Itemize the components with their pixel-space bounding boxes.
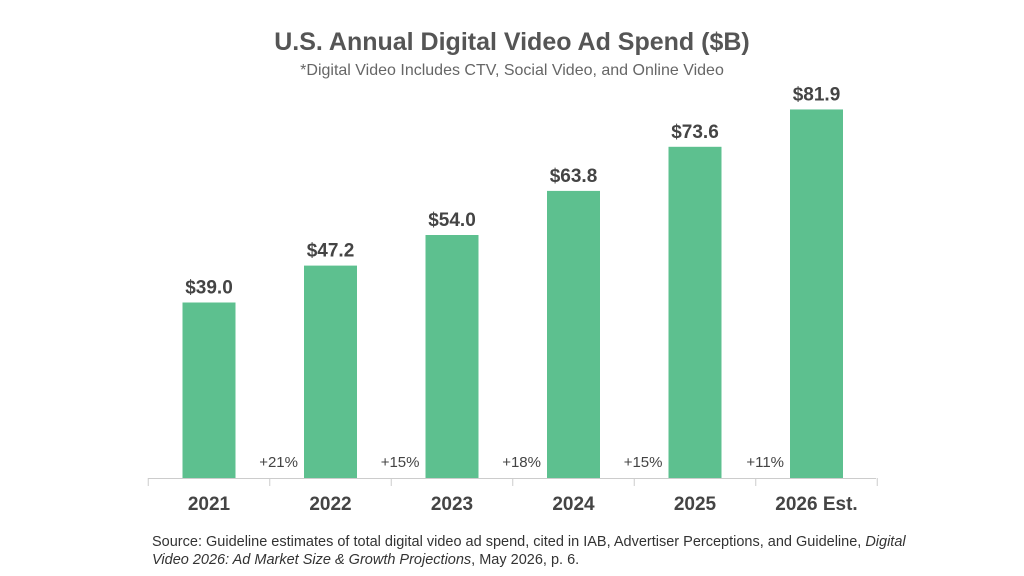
- category-label: 2026 Est.: [775, 494, 857, 515]
- growth-label: +21%: [259, 454, 298, 471]
- category-label: 2022: [309, 494, 351, 515]
- category-label: 2021: [188, 494, 231, 515]
- growth-label: +11%: [746, 454, 784, 471]
- value-label: $54.0: [428, 210, 476, 231]
- bar-2021: [182, 302, 236, 478]
- source-suffix: , May 2026, p. 6.: [471, 552, 580, 568]
- bar-2024: [547, 190, 600, 478]
- growth-label: +15%: [381, 454, 420, 471]
- value-label: $73.6: [671, 122, 719, 143]
- bar-2023: [425, 235, 479, 478]
- value-label: $39.0: [185, 278, 233, 299]
- value-label: $63.8: [550, 166, 598, 187]
- bar-2022: [304, 265, 357, 478]
- value-label: $81.9: [793, 84, 841, 105]
- growth-label: +15%: [624, 454, 663, 471]
- source-prefix: Source: Guideline estimates of total dig…: [152, 534, 866, 550]
- chart-subtitle: *Digital Video Includes CTV, Social Vide…: [300, 62, 724, 79]
- source-report-title: Digital Video 2026: Ad Market Size & Gro…: [152, 534, 906, 568]
- chart-title: U.S. Annual Digital Video Ad Spend ($B): [274, 28, 750, 56]
- growth-label: +18%: [502, 454, 541, 471]
- bar-2025: [668, 146, 722, 479]
- category-label: 2024: [552, 494, 595, 515]
- bar-2026-est-: [790, 109, 843, 478]
- value-label: $47.2: [307, 241, 355, 262]
- category-label: 2025: [674, 494, 717, 515]
- category-label: 2023: [431, 494, 473, 515]
- source-note: Source: Guideline estimates of total dig…: [152, 533, 912, 569]
